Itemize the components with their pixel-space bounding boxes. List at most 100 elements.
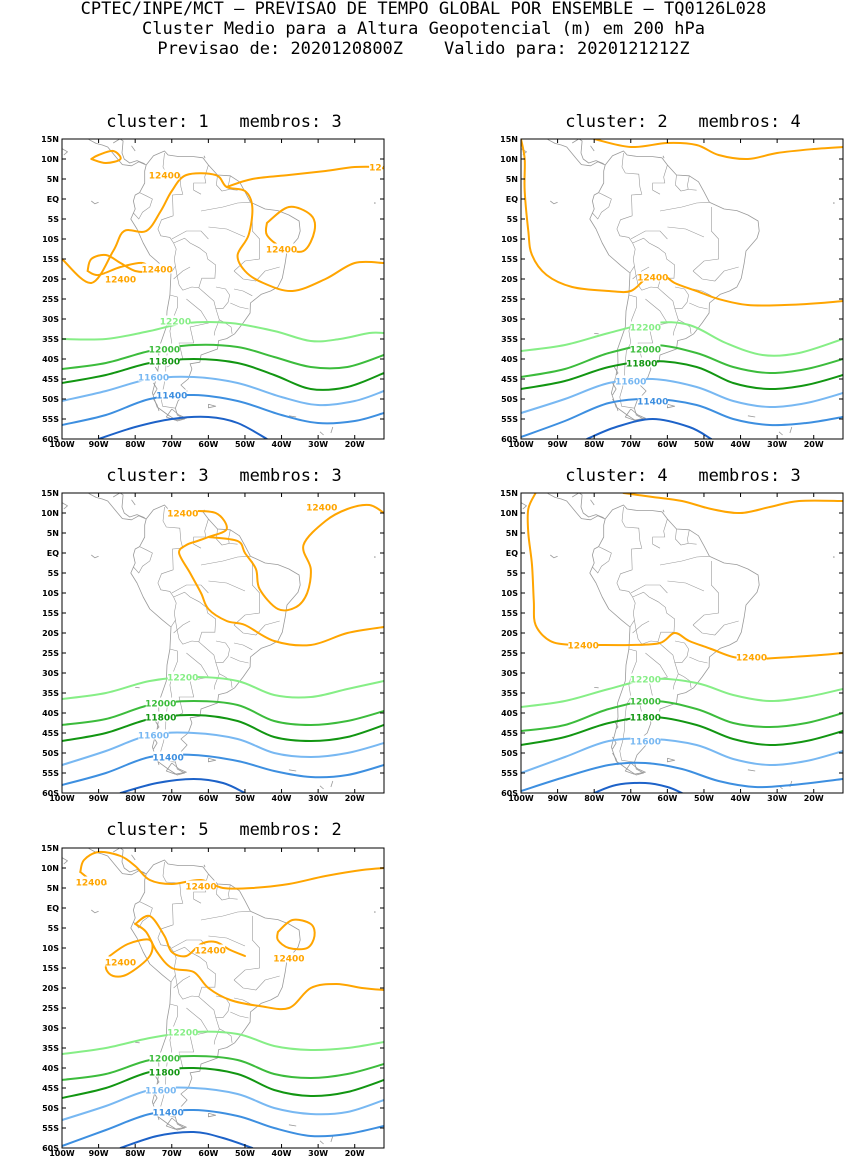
- lat-tick-label: 40S: [42, 355, 59, 364]
- contour-label-bg: [160, 315, 191, 326]
- lat-tick-label: 5S: [507, 569, 519, 578]
- contour-label: 11600: [145, 1086, 176, 1096]
- country-border: [219, 1028, 233, 1043]
- contour-label-bg: [138, 371, 169, 382]
- contour-label-bg: [626, 357, 657, 368]
- contour-label: 12400: [141, 265, 172, 275]
- contour-label: 12400: [149, 171, 180, 181]
- island: [330, 1135, 334, 1143]
- country-border: [200, 555, 251, 566]
- lon-tick-label: 80W: [584, 794, 604, 803]
- country-border: [667, 226, 705, 238]
- lon-tick-label: 20W: [804, 794, 824, 803]
- island: [153, 382, 158, 396]
- island: [208, 403, 217, 409]
- contour-line: [521, 700, 843, 732]
- country-border: [616, 215, 636, 274]
- lat-tick-label: 20S: [42, 275, 59, 284]
- island: [613, 366, 619, 376]
- country-border: [166, 298, 209, 368]
- island: [374, 911, 376, 913]
- island: [165, 830, 178, 835]
- island: [624, 408, 646, 421]
- contour-label: 11400: [637, 397, 668, 407]
- contour-label-bg: [142, 263, 173, 274]
- island: [550, 554, 558, 559]
- contour-line: [62, 700, 384, 726]
- island: [165, 475, 178, 480]
- country-border: [659, 555, 710, 566]
- lon-tick-label: 50W: [235, 440, 255, 449]
- country-border: [687, 175, 697, 191]
- lat-tick-label: 35S: [42, 1044, 59, 1053]
- map-area: 12400 12400 12400 12400 124 12200 12000 11800 11…: [62, 139, 384, 439]
- contour-line: [62, 731, 384, 766]
- country-border: [657, 286, 689, 309]
- country-border: [233, 288, 253, 297]
- country-border: [233, 561, 260, 626]
- lat-tick-label: EQ: [47, 195, 59, 204]
- contour-line: [62, 1086, 384, 1121]
- island: [131, 854, 136, 861]
- island: [374, 202, 376, 204]
- lat-tick-label: 60S: [42, 1144, 59, 1153]
- lon-tick-label: 80W: [125, 1149, 145, 1157]
- contour-line: [119, 778, 246, 793]
- contour-label: 12400: [105, 958, 136, 968]
- country-border: [173, 237, 217, 291]
- lon-tick-label: 80W: [125, 794, 145, 803]
- country-border: [692, 561, 719, 626]
- island: [550, 200, 558, 205]
- contour-label: 11600: [615, 377, 646, 387]
- island: [624, 121, 637, 126]
- lat-tick-label: 45S: [501, 729, 518, 738]
- contour-line: [62, 172, 384, 293]
- contour-label-bg: [76, 876, 107, 887]
- island: [319, 431, 324, 436]
- lat-tick-label: 55S: [42, 1124, 59, 1133]
- contour-line: [62, 1055, 384, 1081]
- lat-tick-label: 15N: [41, 489, 59, 498]
- lat-tick-label: 5S: [48, 924, 60, 933]
- lon-tick-label: 80W: [584, 440, 604, 449]
- lat-tick-label: 55S: [501, 769, 518, 778]
- country-border: [208, 935, 246, 947]
- country-border: [652, 518, 668, 549]
- contour-label: 11400: [152, 753, 183, 763]
- panel-5-title: cluster: 5 membros: 2: [106, 820, 342, 840]
- contour-label-bg: [630, 673, 661, 684]
- contour-label: 12200: [630, 675, 661, 685]
- lat-tick-label: 20S: [42, 984, 59, 993]
- contour-label-bg: [630, 695, 661, 706]
- contour-line: [90, 149, 122, 164]
- lat-tick-label: 60S: [501, 435, 518, 444]
- lat-tick-label: 60S: [501, 789, 518, 798]
- island: [747, 415, 756, 418]
- country-border: [213, 662, 220, 690]
- lat-tick-label: 40S: [42, 709, 59, 718]
- map-area: 12400 12400 12200 12000 11800 11600 11400: [62, 475, 384, 793]
- lat-tick-label: 55S: [501, 415, 518, 424]
- lon-tick-label: 20W: [804, 440, 824, 449]
- lon-tick-label: 70W: [162, 794, 182, 803]
- island: [778, 431, 783, 436]
- lon-tick-label: 40W: [272, 1149, 292, 1157]
- lat-tick-label: 40S: [501, 355, 518, 364]
- panel-2-title: cluster: 2 membros: 4: [565, 112, 801, 132]
- country-border: [233, 266, 280, 282]
- lat-tick-label: 5N: [506, 529, 518, 538]
- header-line-3: Previsao de: 2020120800Z Valido para: 20…: [157, 39, 690, 59]
- lat-tick-label: 40S: [501, 709, 518, 718]
- country-border: [632, 266, 650, 280]
- contour-label-bg: [138, 729, 169, 740]
- island: [62, 148, 68, 156]
- island: [330, 780, 334, 788]
- contour-label: 12000: [145, 699, 176, 709]
- contour-line: [526, 493, 843, 660]
- country-border: [198, 286, 230, 309]
- lat-tick-label: 60S: [42, 435, 59, 444]
- map-frame: [61, 847, 385, 1149]
- country-border: [228, 529, 238, 545]
- country-border: [632, 620, 650, 634]
- country-border: [166, 1007, 209, 1077]
